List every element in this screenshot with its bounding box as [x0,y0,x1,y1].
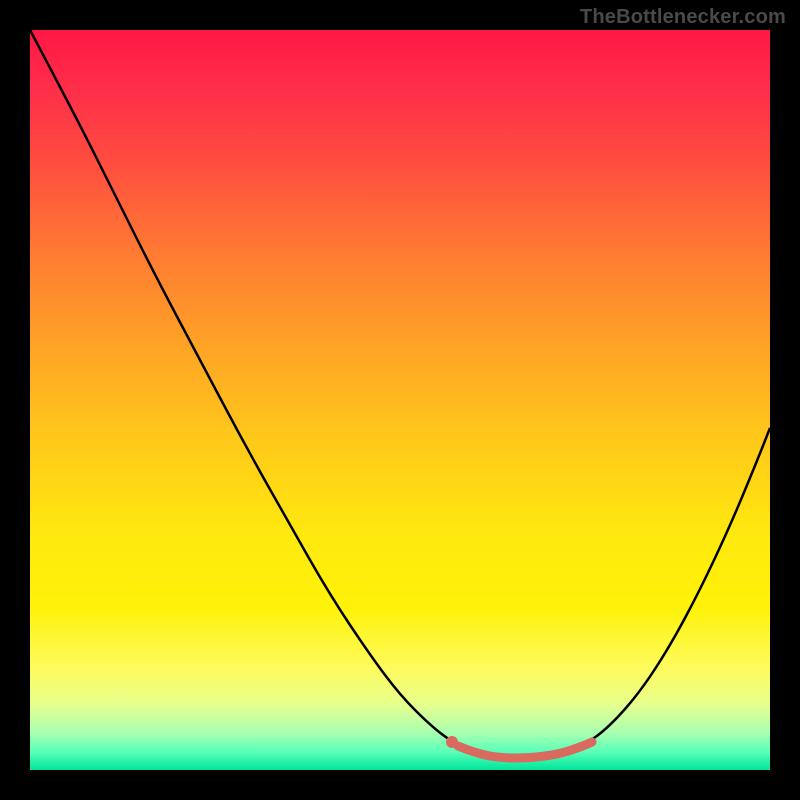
bottleneck-chart: TheBottlenecker.com [0,0,800,800]
plot-background [30,30,770,770]
chart-svg [0,0,800,800]
watermark-label: TheBottlenecker.com [580,6,786,29]
optimal-start-dot [446,736,458,748]
